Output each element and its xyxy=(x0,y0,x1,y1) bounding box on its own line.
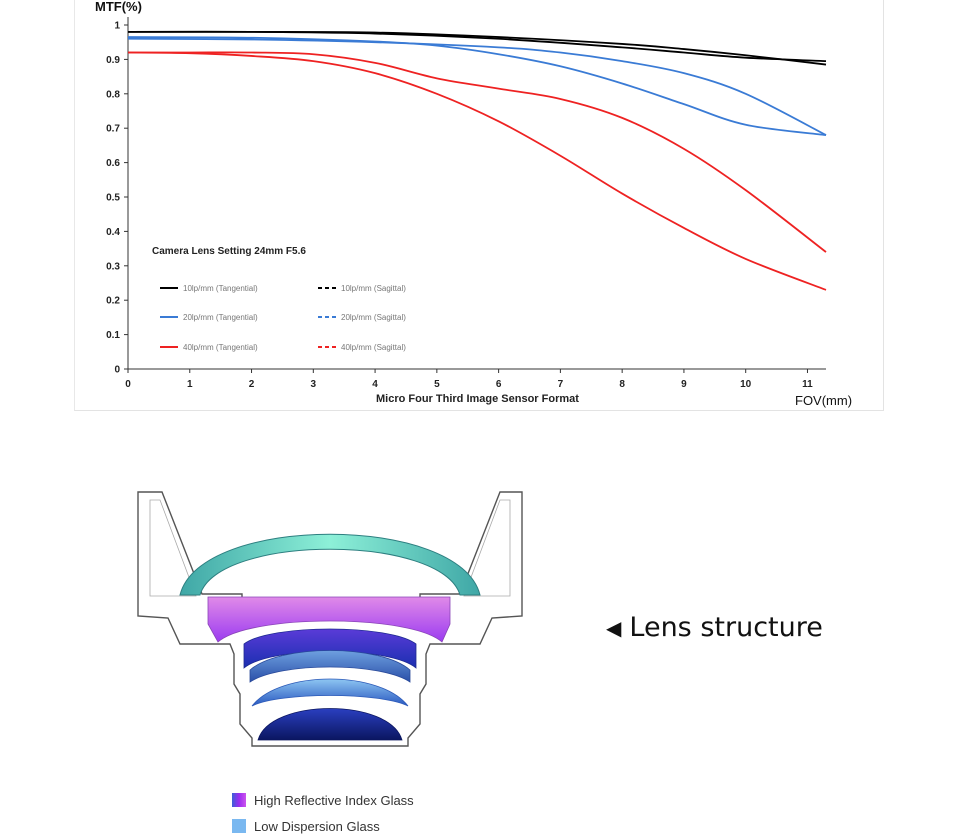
rear-lens-element xyxy=(257,708,403,741)
x-tick-label: 3 xyxy=(311,379,317,390)
legend-entry: 40lp/mm (Tangential) xyxy=(183,343,258,352)
y-axis-label: MTF(%) xyxy=(95,0,142,14)
x-tick-label: 0 xyxy=(125,379,131,390)
x-tick-label: 1 xyxy=(187,379,193,390)
high-index-lens-element xyxy=(207,596,451,643)
legend-entry: 20lp/mm (Tangential) xyxy=(183,313,258,322)
x-axis-label: Micro Four Third Image Sensor Format xyxy=(376,393,579,405)
y-tick-label: 0.1 xyxy=(106,330,120,341)
glass-legend: High Reflective Index Glass Low Dispersi… xyxy=(232,787,414,839)
blue-lens-element-1 xyxy=(243,628,417,669)
legend-entry: 40lp/mm (Sagittal) xyxy=(341,343,406,352)
lens-structure-text: Lens structure xyxy=(629,612,823,643)
x-tick-label: 4 xyxy=(372,379,378,390)
y-tick-label: 0.4 xyxy=(106,227,120,238)
x-tick-label: 10 xyxy=(740,379,752,390)
left-triangle-icon: ◀ xyxy=(606,615,622,640)
x-tick-label: 9 xyxy=(681,379,687,390)
axes: 00.10.20.30.40.50.60.70.80.910 1 2 3 4 5 6 7 8 9 1… xyxy=(106,17,826,390)
glass-legend-item: Low Dispersion Glass xyxy=(232,813,414,839)
low-dispersion-lens-element xyxy=(251,678,409,707)
lens-diagram xyxy=(137,491,523,747)
x-tick-label: 7 xyxy=(558,379,564,390)
glass-legend-item: High Reflective Index Glass xyxy=(232,787,414,813)
lens-housing-inner xyxy=(149,499,511,597)
y-tick-label: 0.3 xyxy=(106,261,120,272)
legend-title: Camera Lens Setting 24mm F5.6 xyxy=(152,246,306,257)
glass-legend-label: High Reflective Index Glass xyxy=(254,792,414,808)
x-tick-label: 2 xyxy=(249,379,255,390)
series-line-2 xyxy=(127,30,827,63)
y-tick-label: 0.8 xyxy=(106,89,120,100)
x-unit-label: FOV(mm) xyxy=(795,393,852,408)
blue-lens-element-2 xyxy=(249,650,411,683)
mtf-chart: MTF(%) Micro Four Third Image Sensor For… xyxy=(95,0,852,408)
y-tick-label: 0.5 xyxy=(106,193,120,204)
legend-entry: 20lp/mm (Sagittal) xyxy=(341,313,406,322)
legend: 10lp/mm (Tangential) 10lp/mm (Sagittal) 20… xyxy=(160,284,406,352)
series-line-3 xyxy=(127,36,827,136)
x-tick-label: 6 xyxy=(496,379,502,390)
lens-structure-label: ◀ Lens structure xyxy=(606,612,823,643)
legend-entry: 10lp/mm (Tangential) xyxy=(183,284,258,293)
x-tick-label: 5 xyxy=(434,379,440,390)
glass-legend-label: Low Dispersion Glass xyxy=(254,818,380,834)
dome-lens-element xyxy=(179,533,481,596)
low-dispersion-swatch xyxy=(232,819,246,833)
y-tick-label: 0.9 xyxy=(106,55,120,66)
series-line-4 xyxy=(127,37,827,136)
y-tick-label: 0.2 xyxy=(106,296,120,307)
series-lines xyxy=(127,30,827,291)
x-tick-label: 8 xyxy=(619,379,625,390)
high-index-swatch xyxy=(232,793,246,807)
legend-entry: 10lp/mm (Sagittal) xyxy=(341,284,406,293)
y-tick-label: 0 xyxy=(114,365,120,376)
y-tick-label: 1 xyxy=(114,21,120,32)
series-line-5 xyxy=(127,51,827,291)
series-line-6 xyxy=(127,51,827,253)
y-tick-label: 0.6 xyxy=(106,158,120,169)
chart-frame xyxy=(74,0,884,411)
y-tick-label: 0.7 xyxy=(106,124,120,135)
x-tick-label: 11 xyxy=(802,379,813,390)
